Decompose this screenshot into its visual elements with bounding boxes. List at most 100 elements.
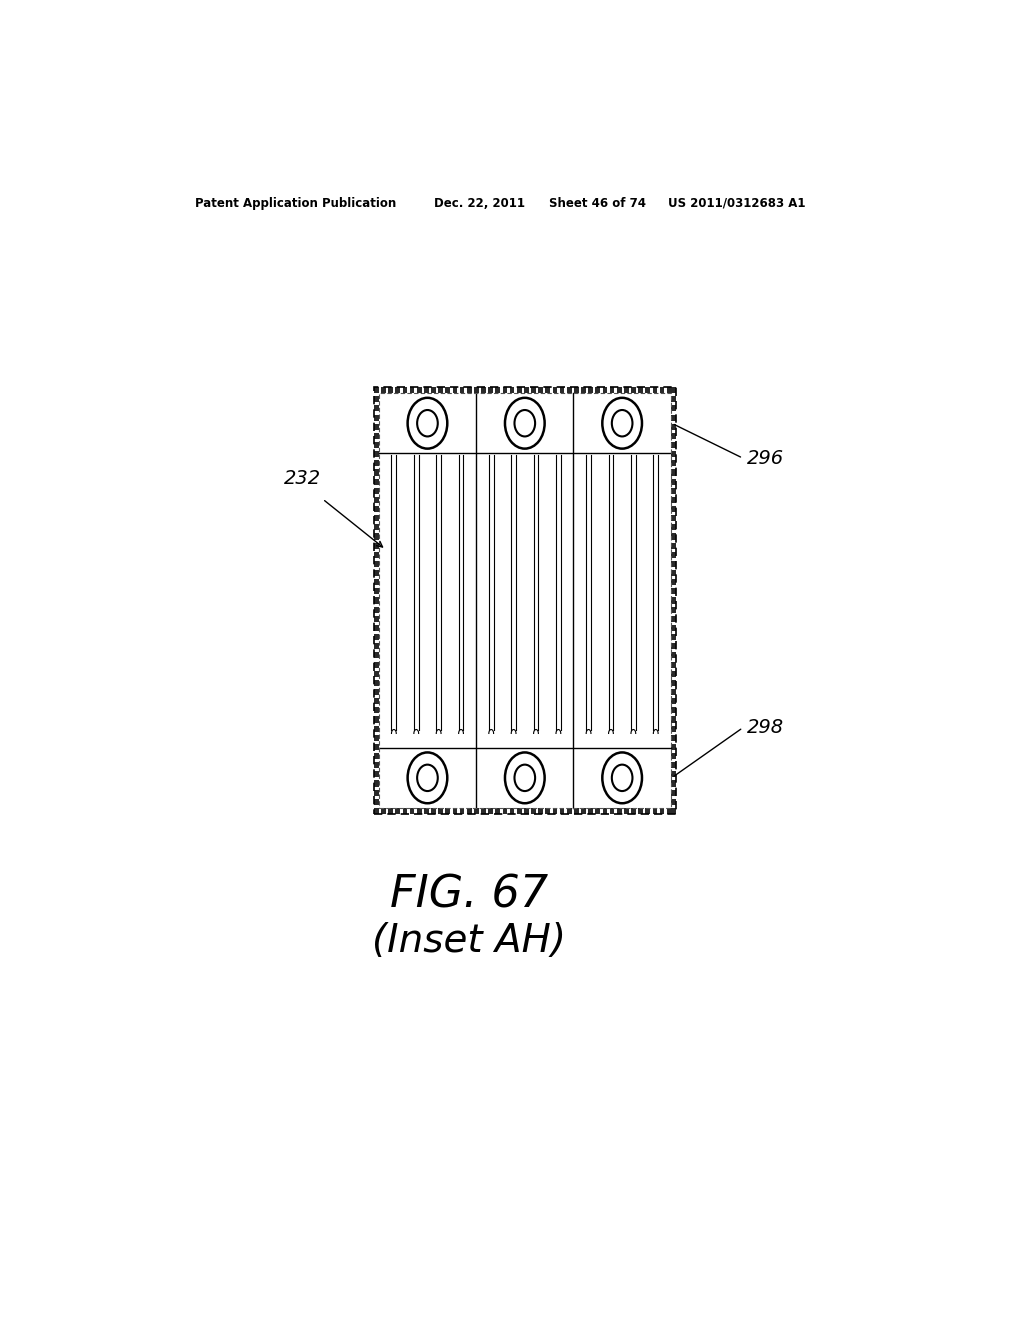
Bar — [374, 624, 379, 631]
Bar — [595, 808, 600, 814]
Bar — [374, 661, 379, 668]
Bar — [671, 717, 676, 722]
Bar — [671, 598, 676, 603]
Circle shape — [505, 752, 545, 804]
Bar — [503, 387, 507, 393]
Bar — [638, 808, 643, 814]
Bar — [374, 442, 379, 447]
Bar — [424, 808, 429, 814]
Bar — [374, 461, 379, 466]
Bar — [671, 661, 676, 668]
Bar — [671, 524, 676, 531]
Bar — [379, 393, 671, 808]
Bar — [560, 808, 564, 814]
Bar — [379, 748, 671, 808]
Bar — [496, 808, 500, 814]
Bar — [374, 615, 379, 622]
Bar — [671, 461, 676, 466]
Bar — [671, 515, 676, 521]
Bar — [531, 387, 536, 393]
Bar — [671, 533, 676, 540]
Bar — [624, 808, 629, 814]
Bar — [638, 387, 643, 393]
Bar — [374, 533, 379, 540]
Bar — [671, 387, 676, 393]
Bar — [671, 589, 676, 594]
Text: 232: 232 — [284, 469, 322, 488]
Bar — [488, 387, 494, 393]
Bar — [524, 387, 528, 393]
Circle shape — [514, 764, 536, 791]
Bar — [374, 433, 379, 440]
Circle shape — [611, 411, 633, 437]
Bar — [374, 589, 379, 594]
Bar — [539, 387, 543, 393]
Text: 296: 296 — [748, 449, 784, 467]
Bar — [503, 808, 507, 814]
Bar — [671, 726, 676, 731]
Bar — [467, 387, 472, 393]
Bar — [560, 387, 564, 393]
Bar — [524, 808, 528, 814]
Bar — [671, 405, 676, 412]
Circle shape — [602, 397, 642, 449]
Circle shape — [505, 397, 545, 449]
Bar — [616, 808, 622, 814]
Bar — [671, 470, 676, 475]
Bar — [374, 487, 379, 494]
Bar — [374, 607, 379, 612]
Bar — [460, 808, 465, 814]
Bar — [510, 808, 514, 814]
Bar — [671, 561, 676, 568]
Bar — [395, 387, 400, 393]
Circle shape — [611, 764, 633, 791]
Bar — [553, 387, 557, 393]
Bar — [588, 387, 593, 393]
Bar — [671, 451, 676, 457]
Bar — [374, 708, 379, 713]
Bar — [671, 680, 676, 686]
Bar — [374, 414, 379, 421]
Bar — [671, 396, 676, 403]
Bar — [374, 735, 379, 741]
Bar — [652, 387, 657, 393]
Bar — [671, 496, 676, 503]
Bar — [379, 393, 671, 453]
Bar — [474, 808, 479, 814]
Bar — [574, 808, 579, 814]
Bar — [410, 808, 415, 814]
Text: (Inset AH): (Inset AH) — [373, 923, 566, 960]
Bar — [671, 543, 676, 549]
Bar — [438, 808, 443, 814]
Bar — [553, 808, 557, 814]
Bar — [374, 396, 379, 403]
Bar — [667, 387, 672, 393]
Bar — [402, 808, 408, 814]
Bar — [374, 808, 379, 814]
Bar — [671, 689, 676, 696]
Bar — [374, 479, 379, 484]
Bar — [374, 405, 379, 412]
Bar — [374, 780, 379, 787]
Bar — [531, 808, 536, 814]
Bar — [374, 643, 379, 649]
Bar — [395, 808, 400, 814]
Bar — [431, 387, 436, 393]
Bar — [374, 387, 676, 814]
Circle shape — [408, 752, 447, 804]
Bar — [388, 387, 393, 393]
Bar — [671, 652, 676, 659]
Bar — [374, 717, 379, 722]
Bar — [659, 808, 665, 814]
Bar — [374, 552, 379, 558]
Text: 298: 298 — [748, 718, 784, 737]
Bar — [652, 808, 657, 814]
Bar — [374, 506, 379, 512]
Bar — [671, 624, 676, 631]
Text: Sheet 46 of 74: Sheet 46 of 74 — [549, 197, 645, 210]
Bar — [671, 414, 676, 421]
Bar — [381, 387, 386, 393]
Bar — [671, 615, 676, 622]
Bar — [374, 424, 379, 430]
Bar — [624, 387, 629, 393]
